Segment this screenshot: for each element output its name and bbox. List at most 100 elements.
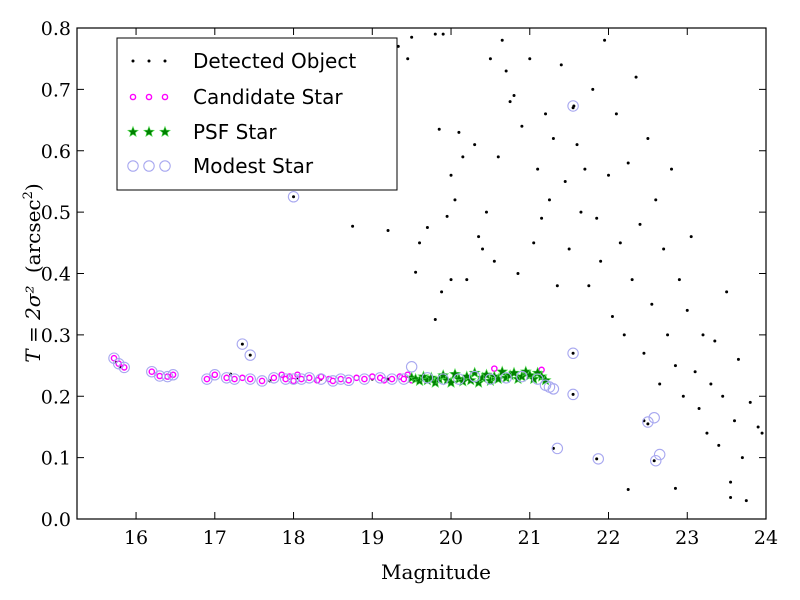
- detected-object-point: [547, 198, 551, 202]
- x-tick-label: 16: [124, 527, 148, 549]
- detected-object-point: [386, 229, 390, 233]
- candidate-star-point: [337, 375, 345, 383]
- psf-star-point: [468, 366, 481, 379]
- candidate-star-point: [239, 374, 246, 382]
- detected-object-point: [465, 278, 469, 282]
- modest-star-point: [500, 372, 512, 384]
- detected-object-point: [733, 419, 737, 423]
- candidate-star-point: [345, 376, 352, 384]
- candidate-star-point: [258, 377, 266, 385]
- detected-object-point: [646, 136, 650, 140]
- detected-object-point: [622, 333, 626, 337]
- candidate-star-point: [211, 371, 219, 379]
- candidate-star-point: [400, 375, 408, 383]
- detected-object-point: [599, 259, 603, 263]
- modest-star-point: [398, 373, 410, 385]
- detected-object-point: [583, 167, 587, 171]
- detected-object-point: [520, 124, 524, 128]
- x-tick-label: 19: [360, 527, 384, 549]
- legend-marker-candidate-star: [129, 93, 137, 101]
- modest-star-point: [653, 448, 666, 461]
- modest-star-point: [256, 375, 268, 387]
- candidate-star-point: [246, 375, 254, 383]
- detected-object-point: [414, 270, 418, 274]
- candidate-star-point: [294, 371, 301, 379]
- detected-object-point: [240, 342, 244, 346]
- modest-star-point: [386, 373, 398, 385]
- candidate-star-point: [368, 373, 376, 380]
- legend-marker-detected-object: [147, 59, 151, 63]
- y-axis-label: T = 2σ² (arcsec2): [21, 183, 45, 362]
- modest-star-point: [244, 373, 256, 385]
- detected-object-point: [440, 290, 444, 294]
- detected-object-point: [433, 318, 437, 322]
- legend-label-detected-object: Detected Object: [193, 49, 356, 73]
- detected-object-point: [713, 339, 717, 343]
- y-tick-label: 0.0: [41, 509, 71, 531]
- detected-object-point: [729, 496, 733, 500]
- modest-star-point: [236, 338, 249, 350]
- candidate-star-point: [317, 373, 325, 380]
- detected-object-point: [457, 130, 461, 134]
- x-tick-label: 17: [203, 527, 227, 549]
- detected-object-point: [689, 235, 693, 239]
- modest-star-point: [315, 373, 327, 385]
- detected-object-point: [572, 104, 576, 108]
- candidate-star-point: [231, 375, 238, 383]
- points-layer: [108, 32, 764, 503]
- detected-object-point: [571, 351, 575, 355]
- candidate-star-point: [270, 374, 278, 382]
- detected-object-point: [670, 167, 674, 171]
- detected-object-point: [532, 241, 536, 245]
- modest-star-point: [161, 370, 174, 383]
- modest-star-point: [287, 373, 300, 385]
- y-tick-label: 0.3: [41, 325, 71, 347]
- y-axis-label-unit-sup: 2: [21, 191, 36, 199]
- candidate-star-point: [278, 371, 286, 379]
- detected-object-point: [729, 480, 733, 484]
- y-tick-label: 0.6: [41, 141, 71, 163]
- modest-star-point: [287, 191, 300, 203]
- psf-star-point: [425, 371, 438, 383]
- detected-object-point: [626, 488, 630, 492]
- modest-star-point: [567, 388, 579, 401]
- candidate-star-point: [298, 375, 305, 383]
- y-tick-label: 0.5: [41, 202, 71, 224]
- x-tick-label: 21: [518, 527, 542, 549]
- y-tick-label: 0.7: [41, 79, 71, 101]
- detected-object-point: [536, 167, 540, 171]
- candidate-star-point: [223, 374, 230, 382]
- detected-object-point: [516, 272, 520, 275]
- candidate-star-point: [353, 374, 360, 382]
- modest-star-point: [592, 453, 605, 465]
- detected-object-point: [512, 94, 516, 98]
- detected-object-point: [528, 57, 532, 61]
- legend-marker-psf-star: [143, 125, 155, 138]
- detected-object-point: [650, 302, 654, 306]
- modest-star-point: [303, 372, 316, 384]
- x-axis-label: Magnitude: [381, 560, 491, 584]
- detected-object-point: [756, 425, 760, 429]
- detected-object-point: [654, 198, 658, 202]
- legend-label-psf-star: PSF Star: [193, 120, 277, 144]
- legend-label-modest-star: Modest Star: [193, 154, 314, 178]
- modest-star-point: [551, 442, 564, 455]
- detected-object-point: [559, 63, 563, 67]
- detected-object-point: [721, 394, 725, 398]
- candidate-star-point: [290, 377, 297, 385]
- detected-object-point: [453, 198, 457, 202]
- legend-marker-modest-star: [143, 160, 155, 172]
- detected-object-point: [449, 278, 453, 282]
- detected-object-point: [563, 179, 567, 183]
- detected-object-point: [449, 173, 453, 177]
- modest-star-point: [650, 454, 662, 467]
- detected-object-point: [441, 32, 445, 36]
- legend-marker-candidate-star: [161, 93, 169, 101]
- modest-star-point: [484, 373, 497, 385]
- detected-object-point: [595, 216, 599, 220]
- modest-star-point: [118, 361, 130, 374]
- detected-object-point: [717, 443, 721, 447]
- modest-star-point: [547, 383, 560, 395]
- detected-object-point: [638, 222, 642, 226]
